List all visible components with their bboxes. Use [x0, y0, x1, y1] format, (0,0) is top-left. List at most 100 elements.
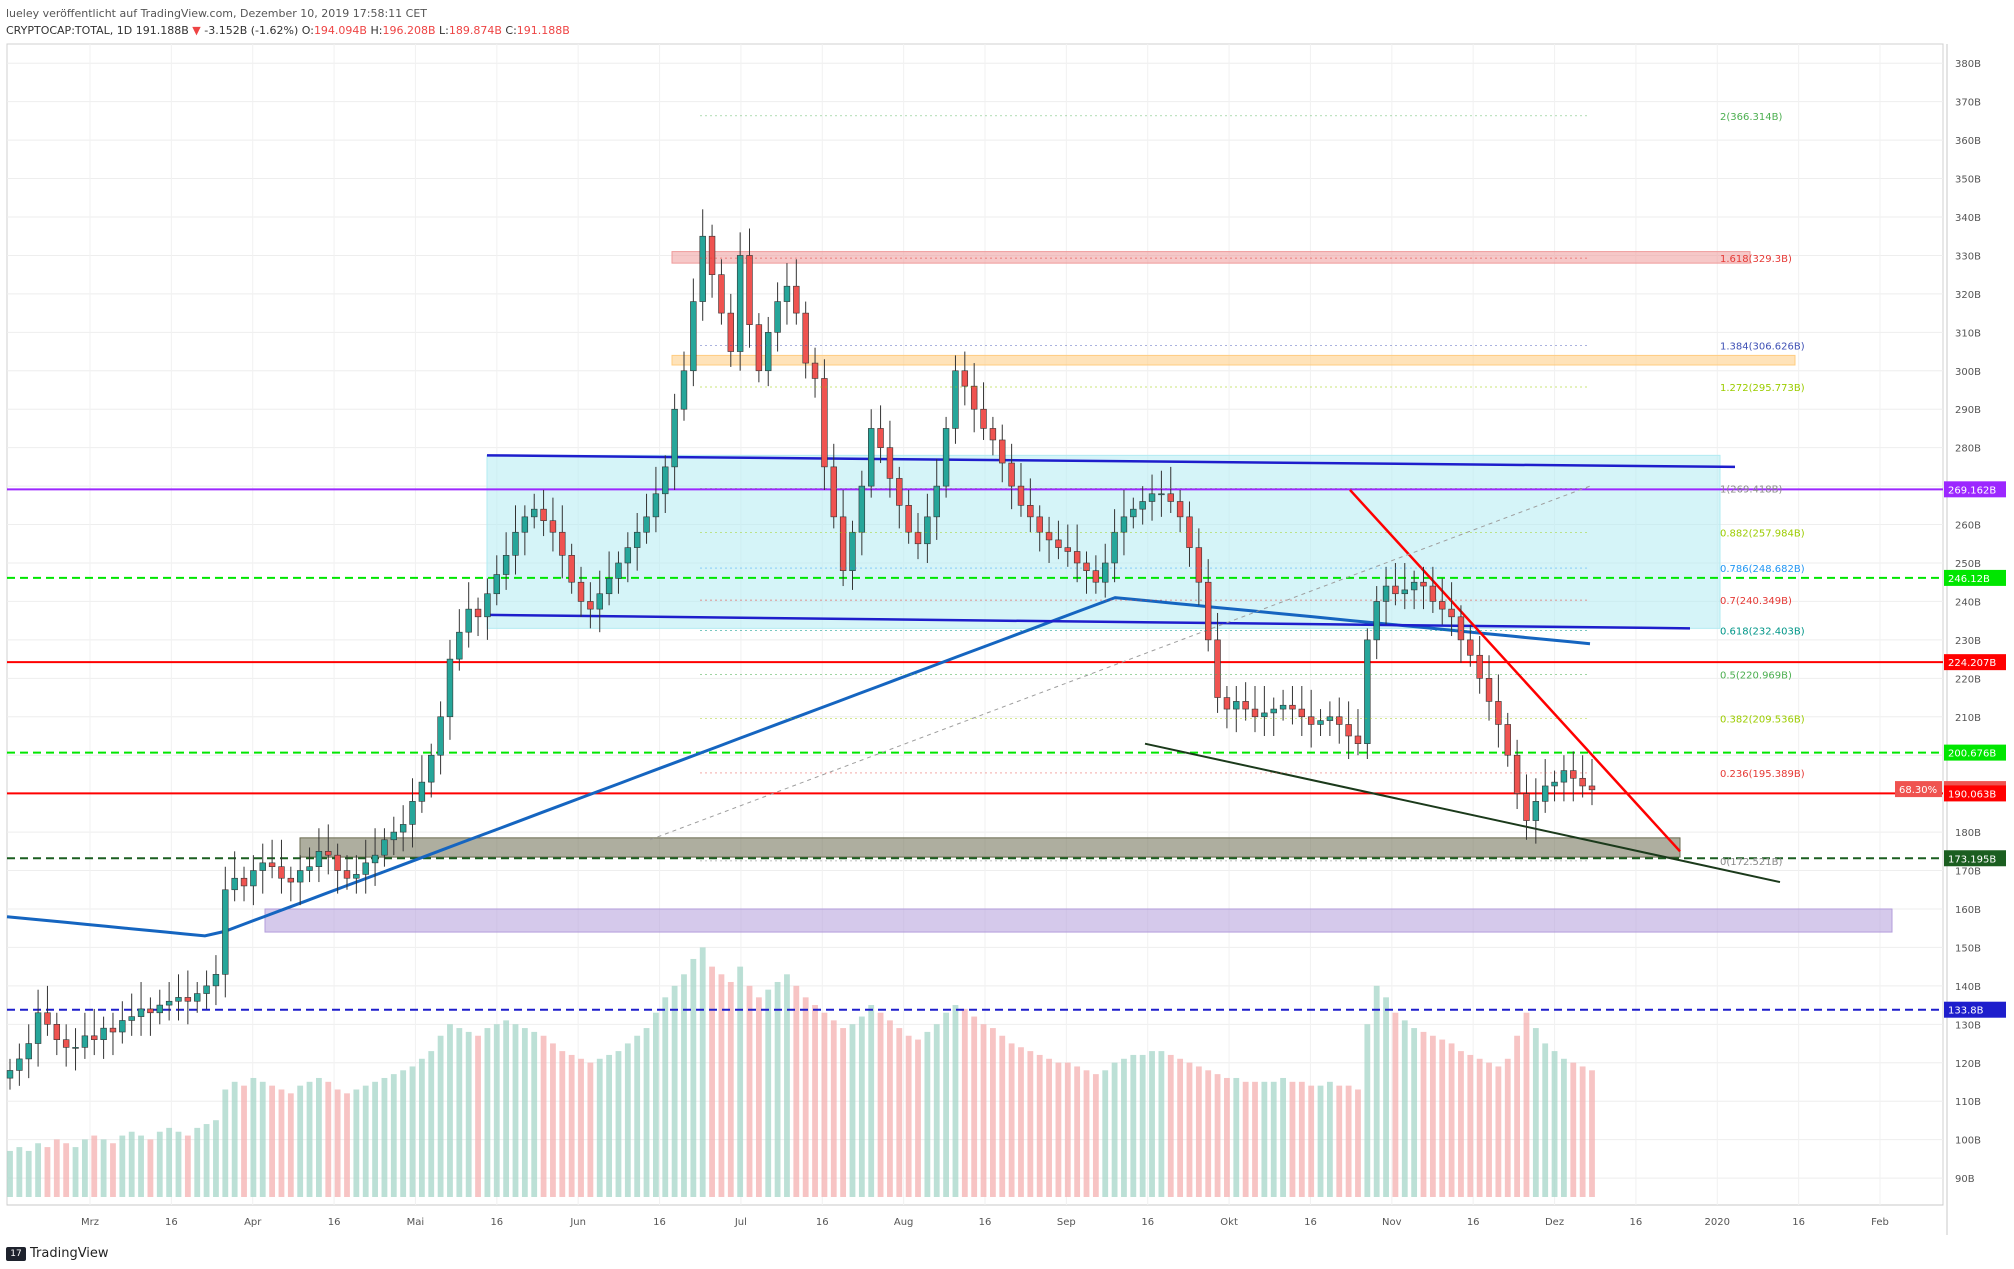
volume-bar — [1242, 1081, 1249, 1197]
candle-body — [119, 1020, 126, 1033]
candle-body — [793, 285, 800, 314]
volume-bar — [194, 1127, 201, 1197]
candle-body — [278, 866, 285, 879]
price-level-label: 269.162B — [1948, 485, 1996, 496]
y-tick-label: 240B — [1955, 597, 1981, 608]
volume-bar — [755, 997, 762, 1197]
volume-bar — [989, 1028, 996, 1197]
volume-bar — [72, 1147, 79, 1197]
candle-body — [821, 378, 828, 468]
x-tick-label: 16 — [165, 1217, 178, 1228]
price-level-label: 173.195B — [1948, 854, 1996, 865]
x-tick-label: Sep — [1057, 1217, 1076, 1228]
price-level-label: 224.207B — [1948, 658, 1996, 669]
volume-bars — [7, 947, 1595, 1197]
volume-bar — [53, 1139, 60, 1197]
volume-bar — [521, 1028, 528, 1197]
volume-bar — [1233, 1077, 1240, 1197]
candle-body — [633, 531, 641, 548]
volume-bar — [1523, 1012, 1530, 1197]
volume-bar — [802, 997, 809, 1197]
volume-bar — [1364, 1024, 1371, 1197]
volume-bar — [1439, 1039, 1446, 1197]
candle-body — [44, 1012, 51, 1025]
volume-bar — [81, 1139, 88, 1197]
volume-bar — [1102, 1070, 1109, 1197]
volume-bar — [503, 1020, 510, 1197]
candle-body — [1214, 639, 1221, 698]
candle-body — [914, 531, 922, 545]
volume-bar — [690, 958, 697, 1197]
upper-channel-line — [486, 454, 1736, 469]
volume-bar — [1411, 1028, 1418, 1197]
volume-bar — [943, 1012, 949, 1197]
volume-bar — [1261, 1081, 1268, 1197]
volume-bar — [418, 1058, 425, 1197]
volume-bar — [1092, 1074, 1099, 1197]
fib-label: 0.618(232.403B) — [1720, 627, 1805, 638]
candle-body — [296, 870, 304, 883]
candle-body — [549, 520, 557, 533]
fib-label: 1(269.418B) — [1720, 484, 1782, 495]
fib-labels: 2(366.314B) 1.618(329.3B) 1.384(306.626B) 1… — [700, 112, 1805, 868]
candle-body — [577, 581, 585, 602]
candle-body — [755, 324, 763, 372]
price-level-tag — [1944, 654, 2006, 671]
price-level-tag — [1944, 850, 2006, 867]
candle-body — [868, 428, 875, 487]
volume-bar — [699, 947, 706, 1197]
volume-bar — [1289, 1081, 1296, 1197]
price-zone — [299, 837, 1681, 858]
fib-label: 0.236(195.389B) — [1720, 769, 1805, 780]
candle-body — [587, 601, 594, 610]
candle-body — [474, 608, 482, 618]
candle-body — [1017, 485, 1025, 506]
volume-bar — [325, 1081, 332, 1197]
candle-body — [680, 370, 688, 410]
volume-bar — [493, 1024, 500, 1197]
candle-body — [999, 439, 1006, 464]
volume-bar — [624, 1043, 631, 1197]
volume-bar — [896, 1028, 903, 1197]
volume-bar — [475, 1035, 481, 1197]
volume-bar — [1064, 1062, 1071, 1197]
volume-bar — [400, 1070, 407, 1197]
volume-bar — [437, 1035, 444, 1197]
volume-bar — [830, 1020, 837, 1197]
candle-body — [1120, 516, 1128, 533]
candle-body — [16, 1058, 23, 1071]
candle-body — [783, 285, 791, 302]
candle-body — [559, 531, 566, 556]
candle-body — [1251, 708, 1259, 718]
candle-body — [1139, 501, 1146, 510]
publish-info: lueley veröffentlicht auf TradingView.co… — [6, 7, 427, 20]
volume-bar — [784, 974, 790, 1197]
tradingview-logo[interactable]: 17 TradingView — [6, 1246, 109, 1261]
candle-body — [428, 754, 435, 783]
candle-body — [100, 1027, 107, 1040]
candle-body — [1476, 654, 1483, 679]
volume-bar — [203, 1124, 210, 1197]
candle-body — [1457, 616, 1465, 641]
candle-body — [952, 370, 959, 429]
volume-bar — [287, 1093, 294, 1197]
volume-bar — [353, 1089, 360, 1197]
volume-bar — [1448, 1043, 1455, 1197]
candle-body — [1420, 581, 1427, 587]
candle-body — [830, 466, 837, 518]
y-tick-label: 140B — [1955, 982, 1981, 993]
candle-body — [1008, 462, 1015, 487]
candle-body — [989, 428, 997, 441]
candle-body — [1523, 793, 1530, 821]
volume-bar — [1458, 1051, 1464, 1197]
volume-bar — [821, 1012, 828, 1197]
candle-body — [203, 985, 210, 994]
volume-bar — [156, 1131, 163, 1197]
candle-body — [540, 508, 547, 522]
volume-bar — [1186, 1062, 1193, 1197]
volume-bar — [465, 1031, 472, 1197]
candle-body — [6, 1070, 14, 1079]
volume-bar — [1036, 1054, 1043, 1197]
candle-body — [774, 301, 781, 333]
